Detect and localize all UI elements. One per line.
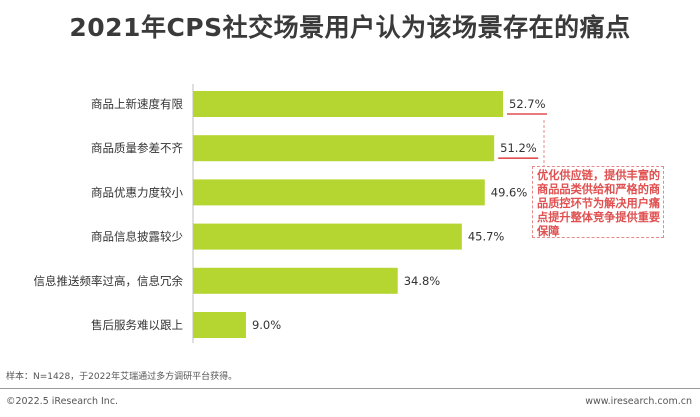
- category-label: 信息推送频率过高，信息冗余: [34, 274, 184, 288]
- bar: [193, 267, 398, 294]
- bar: [193, 179, 485, 206]
- sample-footnote: 样本：N=1428，于2022年艾瑞通过多方调研平台获得。: [6, 372, 238, 382]
- category-label: 售后服务难以跟上: [91, 318, 183, 332]
- bar: [193, 135, 495, 162]
- category-label: 商品上新速度有限: [91, 97, 183, 111]
- footer-divider: [0, 388, 700, 389]
- category-label: 商品质量参差不齐: [91, 141, 183, 155]
- bar: [193, 312, 246, 338]
- category-label: 商品信息披露较少: [91, 230, 183, 244]
- copyright-text: ©2022.5 iResearch Inc.: [6, 396, 119, 407]
- bar: [193, 91, 503, 117]
- annotation-text: 优化供应链，提供丰富的商品品类供给和严格的商品质控环节为解决用户痛点提升整体竞争…: [537, 169, 661, 238]
- data-label: 45.7%: [468, 230, 505, 244]
- data-label: 52.7%: [509, 97, 546, 111]
- website-link[interactable]: www.iresearch.com.cn: [585, 396, 692, 407]
- data-label: 51.2%: [500, 141, 537, 155]
- category-label: 商品优惠力度较小: [91, 185, 183, 199]
- data-label: 49.6%: [491, 185, 528, 199]
- bar: [193, 223, 462, 250]
- data-label: 9.0%: [252, 318, 281, 332]
- chart-title: 2021年CPS社交场景用户认为该场景存在的痛点: [69, 13, 631, 42]
- data-label: 34.8%: [404, 274, 441, 288]
- annotation-box: 优化供应链，提供丰富的商品品类供给和严格的商品质控环节为解决用户痛点提升整体竞争…: [532, 166, 664, 238]
